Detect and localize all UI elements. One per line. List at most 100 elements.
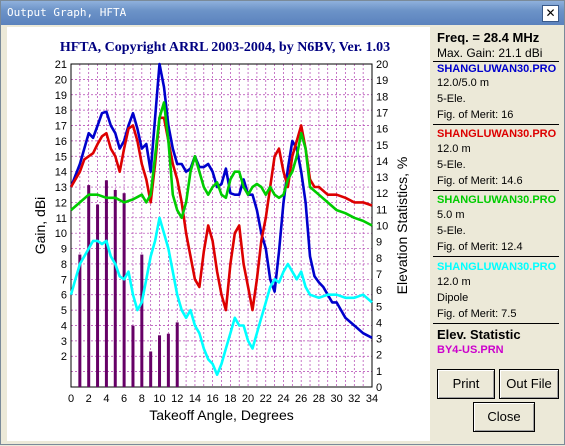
y-tick-label: 2 — [61, 351, 67, 363]
y2-tick-label: 0 — [376, 382, 382, 394]
y2-tick-label: 20 — [376, 59, 388, 71]
x-tick-label: 8 — [139, 393, 145, 405]
y2-tick-label: 8 — [376, 253, 382, 265]
legend-green-name: SHANGLUWAN30.PRO — [437, 194, 557, 206]
series-line-1 — [69, 62, 373, 339]
series-line-3 — [70, 101, 373, 227]
x-tick-label: 18 — [224, 393, 236, 405]
legend-blue-merit: Fig. of Merit: 16 — [437, 109, 514, 121]
y2-tick-label: 17 — [376, 107, 388, 119]
x-tick-label: 32 — [348, 393, 360, 405]
x-tick-label: 30 — [330, 393, 342, 405]
y2-tick-label: 6 — [376, 285, 382, 297]
plot-panel: HFTA, Copyright ARRL 2003-2004, by N6BV,… — [7, 27, 430, 441]
y2-tick-label: 12 — [376, 188, 388, 200]
legend-blue-name: SHANGLUWAN30.PRO — [437, 63, 557, 75]
y-tick-label: 9 — [61, 244, 67, 256]
x-tick-label: 10 — [153, 393, 165, 405]
max-gain-label: Max. Gain: 21.1 dBi — [437, 46, 543, 60]
x-tick-label: 4 — [103, 393, 109, 405]
y-tick-label: 11 — [56, 213, 67, 225]
legend-blue-type: 5-Ele. — [437, 93, 466, 105]
elevation-bar — [96, 204, 100, 387]
y2-tick-label: 4 — [376, 317, 382, 329]
y-tick-label: 17 — [55, 121, 67, 133]
close-button[interactable]: Close — [473, 402, 535, 432]
x-tick-label: 16 — [207, 393, 219, 405]
y-tick-label: 20 — [55, 74, 67, 86]
y-tick-label: 14 — [55, 167, 67, 179]
elevation-bar — [87, 185, 91, 387]
legend-red-merit: Fig. of Merit: 14.6 — [437, 175, 523, 187]
elevation-bar — [104, 180, 108, 387]
y2-tick-label: 19 — [376, 75, 388, 87]
elevation-bar — [122, 193, 126, 387]
y-tick-label: 18 — [55, 105, 67, 117]
elevation-bar — [149, 351, 153, 387]
x-tick-label: 34 — [366, 393, 378, 405]
legend-panel: Freq. = 28.4 MHz Max. Gain: 21.1 dBi SHA… — [431, 27, 561, 441]
legend-divider — [433, 124, 559, 125]
y-tick-label: 13 — [55, 182, 67, 194]
y2-tick-label: 14 — [376, 156, 388, 168]
y2-tick-label: 9 — [376, 237, 382, 249]
y-axis-label: Gain, dBi — [32, 197, 48, 255]
gain-chart: HFTA, Copyright ARRL 2003-2004, by N6BV,… — [32, 40, 410, 423]
elevation-bar — [131, 325, 135, 387]
legend-red-name: SHANGLUWAN30.PRO — [437, 128, 557, 140]
y2-tick-label: 2 — [376, 350, 382, 362]
x-tick-label: 26 — [295, 393, 307, 405]
x-tick-label: 24 — [277, 393, 289, 405]
y2-tick-label: 13 — [376, 172, 388, 184]
y2-tick-label: 11 — [376, 204, 387, 216]
elevation-bar — [166, 333, 170, 387]
elevation-bar — [175, 322, 179, 387]
series-line-4 — [69, 216, 373, 377]
y-tick-label: 5 — [61, 305, 67, 317]
elev-statistic-title: Elev. Statistic — [437, 327, 521, 342]
elev-statistic-file: BY4-US.PRN — [437, 344, 504, 356]
y2-tick-label: 16 — [376, 124, 388, 136]
y2-tick-label: 3 — [376, 334, 382, 346]
x-tick-label: 6 — [121, 393, 127, 405]
y2-tick-label: 18 — [376, 91, 388, 103]
y-tick-label: 6 — [61, 290, 67, 302]
y2-tick-label: 7 — [376, 269, 382, 281]
elevation-bar — [113, 189, 117, 387]
x-tick-label: 2 — [86, 393, 92, 405]
legend-divider — [433, 323, 559, 324]
x-tick-label: 22 — [260, 393, 272, 405]
out-file-button[interactable]: Out File — [499, 369, 559, 399]
legend-cyan-name: SHANGLUWAN30.PRO — [437, 261, 557, 273]
print-button[interactable]: Print — [437, 369, 495, 399]
y-tick-label: 8 — [61, 259, 67, 271]
legend-blue-height: 12.0/5.0 m — [437, 77, 489, 89]
frequency-label: Freq. = 28.4 MHz — [437, 30, 540, 45]
legend-red-height: 12.0 m — [437, 143, 471, 155]
y2-tick-label: 15 — [376, 140, 388, 152]
title-bar[interactable]: Output Graph, HFTA ✕ — [1, 1, 564, 25]
y-tick-label: 19 — [55, 90, 67, 102]
legend-divider — [433, 256, 559, 257]
legend-cyan-height: 12.0 m — [437, 276, 471, 288]
elevation-bar — [78, 254, 82, 387]
y-tick-label: 4 — [61, 320, 67, 332]
y-tick-label: 16 — [55, 136, 67, 148]
close-window-button[interactable]: ✕ — [542, 5, 559, 22]
legend-green-merit: Fig. of Merit: 12.4 — [437, 241, 523, 253]
elevation-bar — [140, 254, 144, 387]
legend-green-type: 5-Ele. — [437, 225, 466, 237]
y2-axis-label: Elevation Statistics, % — [394, 157, 410, 295]
window-title: Output Graph, HFTA — [7, 6, 127, 19]
y-tick-label: 12 — [55, 197, 67, 209]
series-line-2 — [69, 116, 373, 312]
y-tick-label: 3 — [61, 336, 67, 348]
chart-title: HFTA, Copyright ARRL 2003-2004, by N6BV,… — [60, 40, 390, 55]
elevation-bar — [158, 335, 162, 387]
legend-cyan-merit: Fig. of Merit: 7.5 — [437, 308, 517, 320]
legend-divider — [433, 61, 559, 62]
y-tick-label: 10 — [55, 228, 67, 240]
x-tick-label: 12 — [171, 393, 183, 405]
x-tick-label: 20 — [242, 393, 254, 405]
